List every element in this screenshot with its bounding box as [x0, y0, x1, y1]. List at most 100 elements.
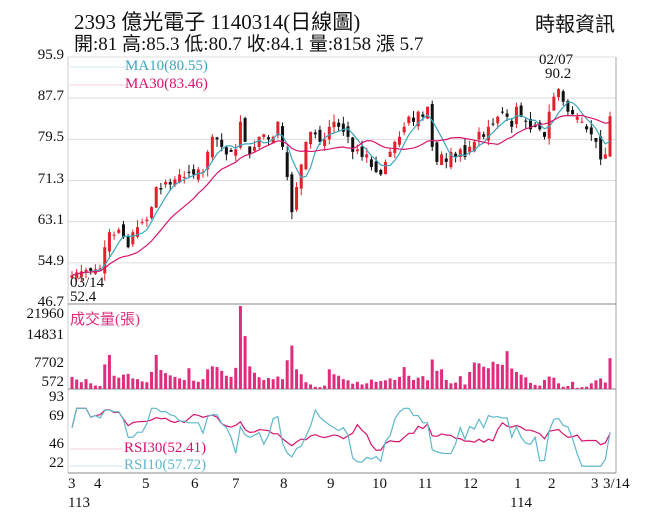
volume-bar	[295, 369, 299, 389]
candle-body	[412, 117, 416, 122]
high-value-annotation: 90.2	[545, 66, 572, 82]
candle-body	[276, 121, 280, 136]
candle-body	[215, 137, 219, 140]
volume-bar	[528, 382, 532, 389]
month-label: 6	[191, 476, 199, 492]
candle-body	[393, 141, 397, 154]
rsi-tick-label: 22	[49, 455, 64, 471]
candle-body	[589, 127, 593, 135]
volume-bar	[262, 379, 266, 389]
candle-body	[397, 136, 401, 145]
candle-body	[164, 182, 168, 185]
volume-bar	[491, 361, 495, 389]
volume-bar	[196, 381, 200, 389]
volume-bar	[496, 364, 500, 389]
volume-bar	[397, 376, 401, 389]
candle-body	[369, 159, 373, 167]
volume-bar	[346, 380, 350, 389]
candle-body	[117, 229, 121, 233]
candle-body	[486, 126, 490, 141]
candle-body	[323, 139, 327, 147]
volume-bar	[126, 373, 130, 389]
volume-bar	[557, 383, 561, 389]
month-label: 10	[372, 476, 387, 492]
price-tick-label: 95.9	[37, 47, 64, 63]
volume-bar	[140, 381, 144, 389]
candle-body	[341, 123, 345, 132]
candle-body	[243, 118, 247, 142]
volume-bar	[150, 371, 154, 389]
volume-bar	[271, 379, 275, 389]
candle-body	[290, 174, 294, 213]
volume-bar	[112, 375, 116, 389]
candle-body	[477, 131, 481, 140]
volume-bar	[107, 354, 111, 389]
rsi-tick-label: 69	[49, 408, 64, 424]
volume-bar	[93, 385, 97, 389]
volume-bar	[206, 369, 210, 389]
candle-body	[210, 136, 214, 158]
candle-body	[603, 154, 607, 159]
candle-body	[257, 136, 261, 147]
candle-body	[557, 89, 561, 98]
volume-bar	[323, 385, 327, 389]
candle-body	[98, 268, 102, 270]
volume-bar	[164, 373, 168, 389]
year-label: 114	[510, 495, 532, 511]
rsi30-legend: RSI30(52.41)	[124, 440, 207, 456]
volume-bar	[552, 377, 556, 389]
candle-body	[599, 136, 603, 160]
low-date-annotation: 03/14	[70, 275, 105, 291]
candle-body	[154, 187, 158, 208]
candle-body	[89, 268, 93, 271]
candle-body	[543, 132, 547, 137]
candle-body	[248, 146, 252, 155]
volume-bar	[327, 369, 331, 389]
volume-label: 成交量(張)	[70, 312, 140, 328]
candle-body	[524, 120, 528, 122]
volume-bar	[75, 379, 79, 389]
candle-body	[192, 169, 196, 175]
volume-bar	[89, 383, 93, 389]
candle-body	[360, 146, 364, 157]
candle-body	[285, 152, 289, 177]
candle-body	[220, 139, 224, 147]
volume-bar	[299, 374, 303, 389]
candle-body	[346, 126, 350, 137]
candle-body	[252, 146, 256, 151]
candle-body	[337, 122, 341, 127]
low-value-annotation: 52.4	[70, 289, 97, 305]
volume-bar	[561, 386, 565, 389]
month-label: 3	[68, 476, 76, 492]
volume-bar	[538, 385, 542, 389]
price-tick-label: 46.7	[37, 294, 64, 310]
candle-body	[75, 272, 79, 279]
candle-body	[178, 174, 182, 183]
month-label: 1	[514, 476, 522, 492]
candle-body	[327, 126, 331, 140]
volume-tick-label: 14831	[26, 327, 65, 343]
volume-bar	[468, 371, 472, 389]
volume-bar	[84, 379, 88, 389]
candle-body	[561, 91, 565, 102]
candle-body	[458, 149, 462, 157]
year-label: 113	[68, 495, 90, 511]
volume-bar	[440, 369, 444, 389]
candle-body	[196, 169, 200, 180]
volume-bar	[70, 376, 74, 389]
candle-body	[182, 176, 186, 178]
ma10-line	[71, 101, 611, 276]
volume-bar	[571, 381, 575, 389]
volume-bar	[519, 374, 523, 389]
candle-body	[313, 132, 317, 135]
candle-body	[566, 100, 570, 112]
candle-body	[271, 136, 275, 144]
volume-bar	[224, 375, 228, 389]
volume-bar	[603, 382, 607, 389]
month-label: 2	[548, 476, 556, 492]
volume-bar	[332, 374, 336, 389]
candle-body	[468, 146, 472, 152]
volume-bar	[458, 376, 462, 389]
volume-bar	[243, 336, 247, 389]
